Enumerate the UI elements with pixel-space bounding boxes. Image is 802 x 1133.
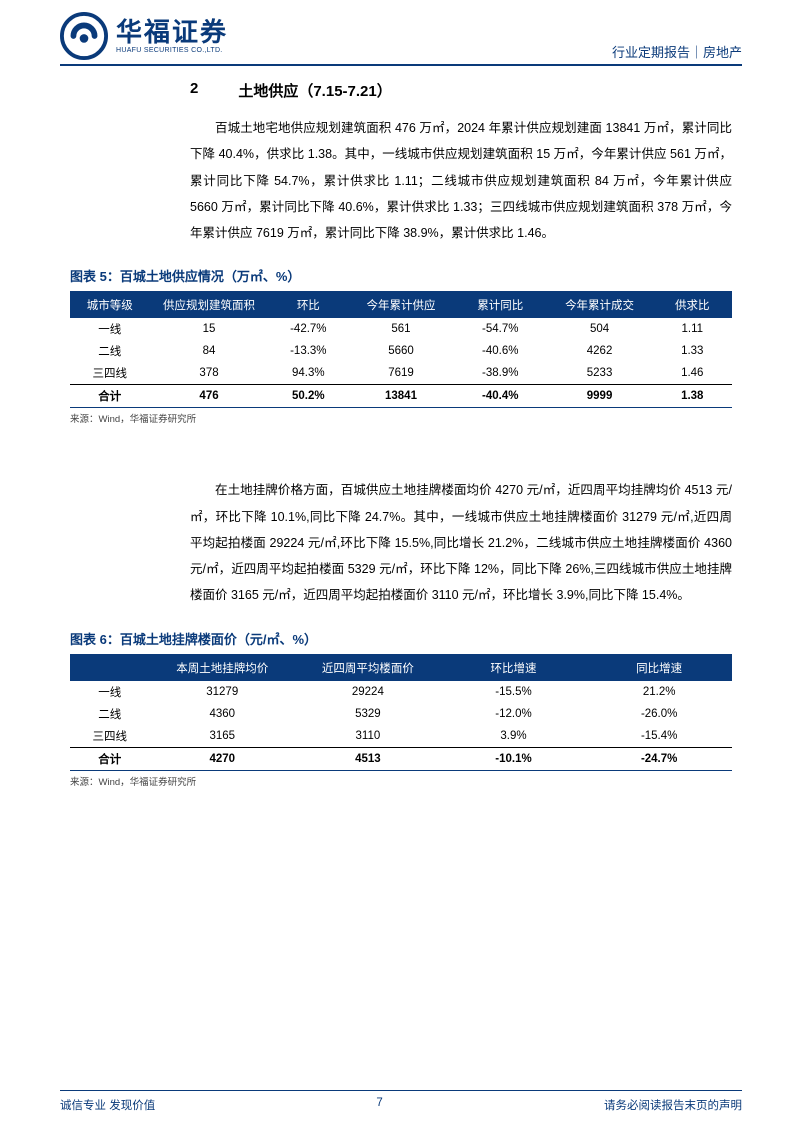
section-number: 2 xyxy=(190,80,198,101)
table-row: 二线 84 -13.3% 5660 -40.6% 4262 1.33 xyxy=(70,340,732,362)
page-number: 7 xyxy=(376,1097,382,1113)
figure5-source: 来源：Wind，华福证券研究所 xyxy=(70,411,732,425)
figure5-table: 城市等级 供应规划建筑面积 环比 今年累计供应 累计同比 今年累计成交 供求比 … xyxy=(70,291,732,408)
col-ratio: 供求比 xyxy=(653,292,732,319)
table-row: 三四线 378 94.3% 7619 -38.9% 5233 1.46 xyxy=(70,362,732,385)
col-week-price: 本周土地挂牌均价 xyxy=(149,654,295,681)
col-ytd-deal: 今年累计成交 xyxy=(547,292,653,319)
table-row: 二线 4360 5329 -12.0% -26.0% xyxy=(70,703,732,725)
table-sum-row: 合计 4270 4513 -10.1% -24.7% xyxy=(70,747,732,770)
figure5-title: 图表 5：百城土地供应情况（万㎡、%） xyxy=(70,266,732,285)
doc-type-label: 行业定期报告｜房地产 xyxy=(612,42,742,61)
footer-right: 请务必阅读报告末页的声明 xyxy=(604,1097,742,1113)
page-header: 华福证券 HUAFU SECURITIES CO.,LTD. 行业定期报告｜房地… xyxy=(0,0,802,64)
brand-text: 华福证券 HUAFU SECURITIES CO.,LTD. xyxy=(116,18,228,54)
brand-block: 华福证券 HUAFU SECURITIES CO.,LTD. xyxy=(60,12,228,60)
table-sum-row: 合计 476 50.2% 13841 -40.4% 9999 1.38 xyxy=(70,385,732,408)
table-row: 三四线 3165 3110 3.9% -15.4% xyxy=(70,725,732,748)
table-row: 一线 15 -42.7% 561 -54.7% 504 1.11 xyxy=(70,318,732,340)
table-row: 一线 31279 29224 -15.5% 21.2% xyxy=(70,681,732,703)
col-ytd-yoy: 累计同比 xyxy=(454,292,547,319)
col-yoy-growth: 同比增速 xyxy=(586,654,732,681)
figure6-source: 来源：Wind，华福证券研究所 xyxy=(70,774,732,788)
col-supply-area: 供应规划建筑面积 xyxy=(149,292,268,319)
page-footer: 诚信专业 发现价值 7 请务必阅读报告末页的声明 xyxy=(0,1090,802,1114)
table-header-row: 本周土地挂牌均价 近四周平均楼面价 环比增速 同比增速 xyxy=(70,654,732,681)
table-header-row: 城市等级 供应规划建筑面积 环比 今年累计供应 累计同比 今年累计成交 供求比 xyxy=(70,292,732,319)
col-city-tier xyxy=(70,654,149,681)
section-title: 土地供应（7.15-7.21） xyxy=(238,80,391,101)
col-city-tier: 城市等级 xyxy=(70,292,149,319)
brand-name-en: HUAFU SECURITIES CO.,LTD. xyxy=(116,47,228,54)
figure6-table: 本周土地挂牌均价 近四周平均楼面价 环比增速 同比增速 一线 31279 292… xyxy=(70,654,732,771)
section-heading: 2 土地供应（7.15-7.21） xyxy=(190,80,732,101)
paragraph-supply: 百城土地宅地供应规划建筑面积 476 万㎡，2024 年累计供应规划建面 138… xyxy=(190,115,732,246)
footer-left: 诚信专业 发现价值 xyxy=(60,1097,155,1113)
col-4wk-price: 近四周平均楼面价 xyxy=(295,654,441,681)
figure6-title: 图表 6：百城土地挂牌楼面价（元/㎡、%） xyxy=(70,629,732,648)
col-ytd-supply: 今年累计供应 xyxy=(348,292,454,319)
brand-name-cn: 华福证券 xyxy=(116,18,228,47)
col-mom: 环比 xyxy=(269,292,348,319)
paragraph-price: 在土地挂牌价格方面，百城供应土地挂牌楼面均价 4270 元/㎡，近四周平均挂牌均… xyxy=(190,477,732,608)
col-mom-growth: 环比增速 xyxy=(441,654,587,681)
footer-divider xyxy=(60,1090,742,1092)
brand-logo-icon xyxy=(60,12,108,60)
